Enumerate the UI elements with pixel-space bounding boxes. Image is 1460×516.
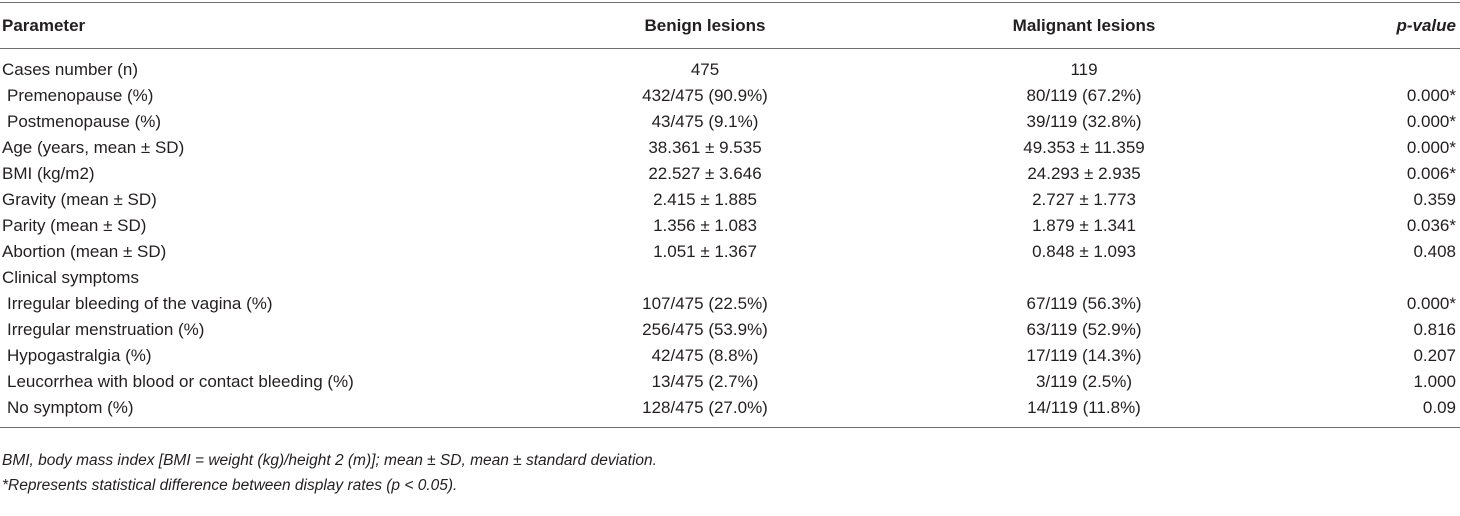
table-row: Age (years, mean ± SD) 38.361 ± 9.535 49.3…: [0, 135, 1460, 161]
footnote: BMI, body mass index [BMI = weight (kg)/…: [2, 452, 657, 469]
table-cell: 0.408: [1413, 242, 1456, 261]
table-cell: 0.848 ± 1.093: [1032, 242, 1136, 261]
table-cell: Cases number (n): [2, 60, 139, 79]
table-cell: Irregular menstruation (%): [7, 320, 205, 339]
table-cell: No symptom (%): [7, 398, 134, 417]
table-row: Hypogastralgia (%) 42/475 (8.8%) 17/119 (1…: [0, 343, 1460, 369]
table-row: Gravity (mean ± SD) 2.415 ± 1.885 2.727 ± …: [0, 187, 1460, 213]
table-cell: [1330, 49, 1460, 84]
table-cell: Abortion (mean ± SD): [2, 242, 167, 261]
table-cell: 432/475 (90.9%): [642, 86, 768, 105]
footnotes: BMI, body mass index [BMI = weight (kg)/…: [0, 448, 1460, 498]
table-row: Clinical symptoms: [0, 265, 1460, 291]
table-cell: [572, 265, 838, 291]
table-cell: 0.816: [1413, 320, 1456, 339]
table-cell: 1.000: [1413, 372, 1456, 391]
table-cell: 38.361 ± 9.535: [648, 138, 762, 157]
table-row: Irregular bleeding of the vagina (%) 107/…: [0, 291, 1460, 317]
table-cell: 80/119 (67.2%): [1026, 86, 1142, 105]
table-cell: Clinical symptoms: [2, 268, 139, 287]
table-row: Abortion (mean ± SD) 1.051 ± 1.367 0.848 ±…: [0, 239, 1460, 265]
table-cell: 1.356 ± 1.083: [653, 216, 757, 235]
table-cell: 0.207: [1413, 346, 1456, 365]
table-cell: 0.000*: [1406, 86, 1456, 105]
table-header: Parameter Benign lesions Malignant lesio…: [0, 2, 1460, 49]
header-row: Parameter Benign lesions Malignant lesio…: [0, 2, 1460, 49]
table-cell: 128/475 (27.0%): [642, 398, 768, 417]
table-cell: 0.359: [1413, 190, 1456, 209]
header-cell: Parameter: [2, 15, 86, 35]
table-cell: 0.09: [1422, 398, 1456, 417]
table-cell: 67/119 (56.3%): [1026, 294, 1142, 313]
header-cell: p-value: [1396, 15, 1456, 35]
table-body: Cases number (n) 475 119 Premenopause (%) 43…: [0, 49, 1460, 428]
table-cell: 63/119 (52.9%): [1026, 320, 1142, 339]
table-cell: Hypogastralgia (%): [7, 346, 152, 365]
table-cell: 0.000*: [1406, 112, 1456, 131]
table-row: Cases number (n) 475 119: [0, 49, 1460, 84]
table-cell: [838, 265, 1330, 291]
header-cell: Benign lesions: [644, 15, 766, 35]
header-cell: Malignant lesions: [1012, 15, 1156, 35]
table-cell: 0.000*: [1406, 138, 1456, 157]
table-cell: 42/475 (8.8%): [651, 346, 759, 365]
table-row: Irregular menstruation (%) 256/475 (53.9%…: [0, 317, 1460, 343]
table-cell: Irregular bleeding of the vagina (%): [7, 294, 273, 313]
table-cell: Gravity (mean ± SD): [2, 190, 157, 209]
table-cell: 22.527 ± 3.646: [648, 164, 762, 183]
table-cell: Age (years, mean ± SD): [2, 138, 185, 157]
data-table: Parameter Benign lesions Malignant lesio…: [0, 2, 1460, 428]
table-cell: Postmenopause (%): [7, 112, 162, 131]
table-cell: 2.415 ± 1.885: [653, 190, 757, 209]
table-cell: 0.000*: [1406, 294, 1456, 313]
table-cell: 24.293 ± 2.935: [1027, 164, 1141, 183]
table-row: BMI (kg/m2) 22.527 ± 3.646 24.293 ± 2.935 0…: [0, 161, 1460, 187]
table-cell: 17/119 (14.3%): [1026, 346, 1142, 365]
table-cell: BMI (kg/m2): [2, 164, 95, 183]
table-row: Leucorrhea with blood or contact bleedin…: [0, 369, 1460, 395]
table-cell: 3/119 (2.5%): [1035, 372, 1133, 391]
table-cell: 13/475 (2.7%): [651, 372, 759, 391]
table-cell: Leucorrhea with blood or contact bleedin…: [7, 372, 354, 391]
table-row: Parity (mean ± SD) 1.356 ± 1.083 1.879 ± 1…: [0, 213, 1460, 239]
table-row: Postmenopause (%) 43/475 (9.1%) 39/119 (32…: [0, 109, 1460, 135]
table-cell: 0.006*: [1406, 164, 1456, 183]
table-cell: [1330, 265, 1460, 291]
table-row: Premenopause (%) 432/475 (90.9%) 80/119 (6…: [0, 83, 1460, 109]
table-cell: Parity (mean ± SD): [2, 216, 147, 235]
table-cell: 1.051 ± 1.367: [653, 242, 757, 261]
table-cell: 0.036*: [1406, 216, 1456, 235]
table-row: No symptom (%) 128/475 (27.0%) 14/119 (11.…: [0, 395, 1460, 428]
table-cell: 14/119 (11.8%): [1027, 398, 1141, 417]
table-cell: 49.353 ± 11.359: [1023, 138, 1145, 157]
table-cell: 39/119 (32.8%): [1026, 112, 1142, 131]
table-cell: 1.879 ± 1.341: [1032, 216, 1136, 235]
table-cell: 2.727 ± 1.773: [1032, 190, 1136, 209]
table-cell: 256/475 (53.9%): [642, 320, 768, 339]
table-cell: 43/475 (9.1%): [651, 112, 759, 131]
footnote: *Represents statistical difference betwe…: [2, 477, 458, 494]
table-cell: 107/475 (22.5%): [642, 294, 768, 313]
table-cell: Premenopause (%): [7, 86, 154, 105]
table-cell: 475: [690, 60, 720, 79]
table-cell: 119: [1070, 60, 1098, 79]
